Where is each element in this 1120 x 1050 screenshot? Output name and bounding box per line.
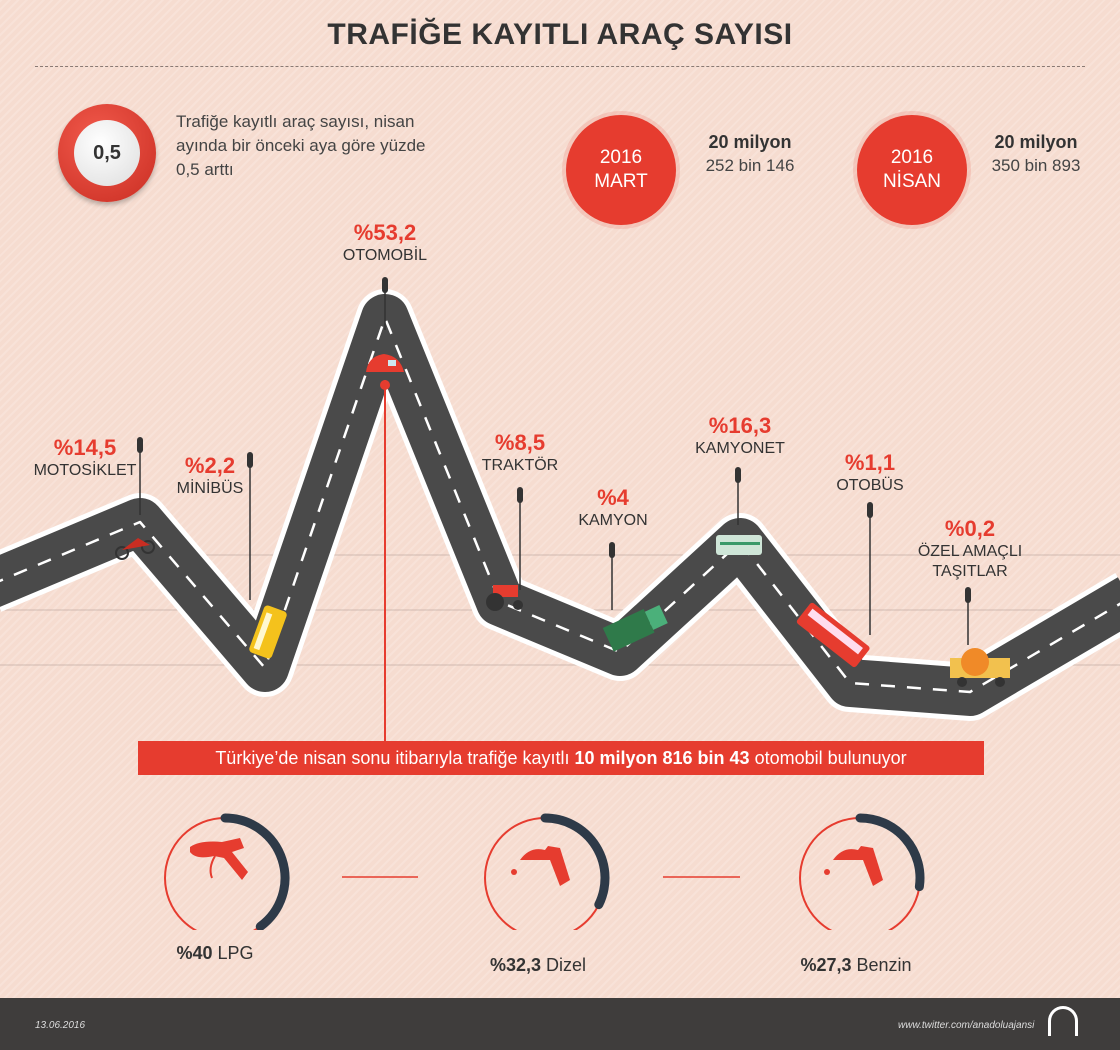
truck-icon — [602, 604, 668, 652]
name: KAMYON — [578, 512, 648, 529]
fuel-label-lpg: %40 LPG — [115, 943, 315, 964]
gauge-arc-lpg — [220, 813, 290, 930]
title-divider — [35, 66, 1085, 67]
name: TRAKTÖR — [481, 457, 559, 474]
footer-url[interactable]: www.twitter.com/anadoluajansi — [898, 1020, 1035, 1031]
motorcycle-icon — [115, 538, 155, 560]
pct: %0,2 — [944, 516, 996, 541]
pct: %8,5 — [494, 430, 546, 455]
page-title: TRAFİĞE KAYITLI ARAÇ SAYISI — [327, 18, 793, 51]
lpg-gun-icon — [190, 838, 248, 880]
fuel-label-benzin: %27,3 Benzin — [756, 955, 956, 976]
footer-date: 13.06.2016 — [35, 1020, 86, 1031]
count-rest: 350 bin 893 — [991, 156, 1081, 175]
van-icon — [716, 535, 762, 555]
road-center-line — [0, 316, 1120, 694]
pct: %16,3 — [708, 413, 772, 438]
banner-post: otomobil bulunuyor — [754, 747, 907, 768]
gauge-arc-benzin — [855, 813, 925, 892]
label-traktor: %8,5 TRAKTÖR — [460, 430, 580, 476]
period-nisan-circle: 2016 NİSAN — [857, 115, 967, 225]
pct: %1,1 — [844, 450, 896, 475]
label-motosiklet: %14,5 MOTOSİKLET — [20, 435, 150, 481]
diesel-pump-icon — [511, 846, 570, 886]
period-month: NİSAN — [882, 171, 942, 192]
pct: %27,3 — [800, 955, 852, 975]
period-year: 2016 — [599, 147, 643, 168]
count-main: 20 milyon — [994, 132, 1078, 152]
footer: 13.06.2016 www.twitter.com/anadoluajansi — [0, 998, 1120, 1050]
period-month: MART — [594, 171, 648, 192]
banner-pre: Türkiye’de nisan sonu itibarıyla trafiğe… — [215, 747, 570, 768]
benzin-pump-icon — [824, 846, 883, 886]
pct: %40 — [176, 943, 213, 963]
bus-icon — [796, 602, 870, 668]
intro-text: Trafiğe kayıtlı araç sayısı, nisan ayınd… — [176, 112, 426, 179]
pct: %53,2 — [353, 220, 417, 245]
fuel-gauges — [164, 813, 925, 930]
label-ozel-amacli: %0,2 ÖZEL AMAÇLI TAŞITLAR — [905, 516, 1035, 582]
pct: %32,3 — [489, 955, 541, 975]
name: OTOBÜS — [836, 477, 904, 494]
label-kamyon: %4 KAMYON — [553, 485, 673, 531]
tractor-icon — [486, 585, 523, 611]
gauge-arc-dizel — [540, 813, 610, 910]
name: LPG — [217, 943, 254, 963]
pct: %14,5 — [53, 435, 117, 460]
name: MOTOSİKLET — [33, 462, 137, 479]
name: ÖZEL AMAÇLI TAŞITLAR — [917, 543, 1023, 580]
badge-value: 0,5 — [74, 120, 140, 186]
period-nisan-count: 20 milyon 350 bin 893 — [976, 130, 1096, 178]
increase-badge: 0,5 — [58, 104, 156, 202]
road-illustration — [0, 277, 1120, 745]
period-mart-circle: 2016 MART — [566, 115, 676, 225]
count-rest: 252 bin 146 — [705, 156, 795, 175]
name: Benzin — [856, 955, 912, 975]
count-main: 20 milyon — [708, 132, 792, 152]
label-otobus: %1,1 OTOBÜS — [810, 450, 930, 496]
car-icon — [366, 354, 404, 372]
name: Dizel — [546, 955, 587, 975]
name: KAMYONET — [695, 440, 785, 457]
label-minibus: %2,2 MİNİBÜS — [150, 453, 270, 499]
label-kamyonet: %16,3 KAMYONET — [675, 413, 805, 459]
otomobil-banner: Türkiye’de nisan sonu itibarıyla trafiğe… — [138, 741, 984, 775]
fuel-label-dizel: %32,3 Dizel — [438, 955, 638, 976]
banner-bold: 10 milyon 816 bin 43 — [574, 747, 750, 768]
aa-logo-icon — [1048, 1006, 1078, 1036]
name: MİNİBÜS — [176, 480, 244, 497]
period-mart-count: 20 milyon 252 bin 146 — [690, 130, 810, 178]
label-otomobil: %53,2 OTOMOBİL — [320, 220, 450, 266]
period-year: 2016 — [890, 147, 934, 168]
name: OTOMOBİL — [342, 247, 428, 264]
pct: %4 — [597, 485, 629, 510]
minibus-icon — [249, 605, 287, 659]
pct: %2,2 — [184, 453, 236, 478]
special-vehicle-icon — [950, 648, 1010, 687]
